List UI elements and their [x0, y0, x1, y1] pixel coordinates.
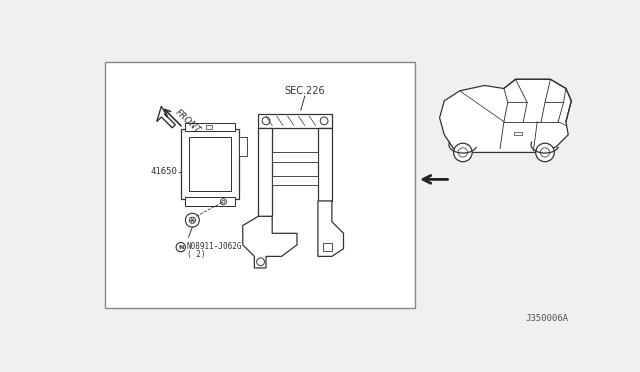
- Text: N: N: [178, 245, 184, 250]
- Polygon shape: [545, 79, 566, 102]
- Text: SEC.226: SEC.226: [284, 86, 325, 96]
- Text: FRONT: FRONT: [174, 108, 203, 135]
- Bar: [189, 137, 231, 191]
- Circle shape: [540, 148, 550, 157]
- Circle shape: [222, 200, 225, 203]
- Circle shape: [176, 243, 186, 252]
- Polygon shape: [243, 217, 297, 268]
- Polygon shape: [157, 106, 175, 128]
- Circle shape: [220, 199, 227, 205]
- Text: J350006A: J350006A: [525, 314, 568, 323]
- Text: ( 2): ( 2): [187, 250, 205, 259]
- Bar: [272, 153, 318, 162]
- Bar: [239, 137, 246, 156]
- Bar: [184, 123, 235, 131]
- Circle shape: [257, 258, 264, 266]
- Circle shape: [186, 213, 199, 227]
- Polygon shape: [318, 201, 344, 256]
- Text: N08911-J062G: N08911-J062G: [187, 242, 243, 251]
- Bar: [184, 197, 235, 206]
- Text: 41650: 41650: [151, 167, 178, 176]
- Circle shape: [454, 143, 472, 162]
- Bar: [205, 125, 212, 129]
- Circle shape: [320, 117, 328, 125]
- Bar: [259, 128, 272, 217]
- Bar: [318, 128, 332, 201]
- Bar: [259, 114, 332, 128]
- Circle shape: [536, 143, 554, 162]
- Polygon shape: [504, 79, 527, 102]
- Bar: [514, 132, 522, 135]
- Bar: [272, 176, 318, 185]
- Circle shape: [458, 148, 467, 157]
- Polygon shape: [440, 79, 572, 153]
- Bar: [323, 243, 332, 251]
- Bar: [180, 129, 239, 199]
- Circle shape: [262, 117, 270, 125]
- Bar: [105, 62, 415, 308]
- Circle shape: [189, 217, 195, 223]
